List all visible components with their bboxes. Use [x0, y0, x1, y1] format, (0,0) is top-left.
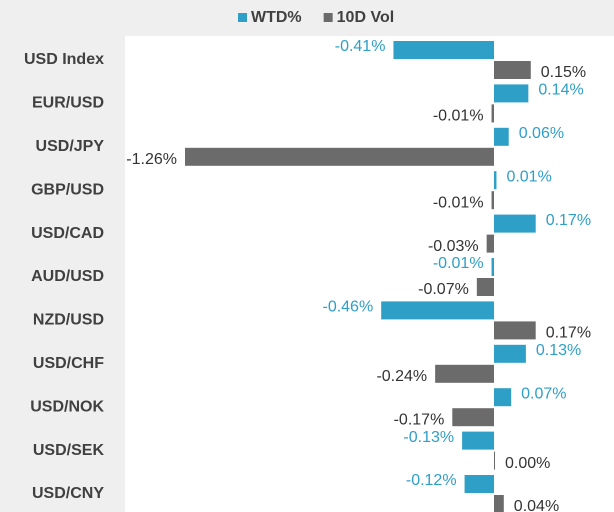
- value-label: -0.24%: [376, 368, 427, 385]
- value-label: -1.26%: [126, 151, 177, 168]
- value-label: -0.07%: [418, 281, 469, 298]
- bar: [452, 408, 494, 427]
- legend-label: 10D Vol: [337, 9, 395, 26]
- bar: [494, 451, 495, 470]
- legend-label: WTD%: [251, 9, 302, 26]
- value-label: -0.03%: [428, 238, 479, 255]
- value-label: 0.07%: [521, 385, 566, 402]
- bar: [494, 344, 526, 363]
- category-label: USD/CAD: [31, 225, 104, 242]
- bar: [462, 431, 494, 450]
- bar: [476, 278, 494, 296]
- bar: [486, 234, 494, 253]
- category-label: NZD/USD: [33, 312, 104, 329]
- category-label: AUD/USD: [31, 268, 104, 285]
- category-label: EUR/USD: [32, 95, 104, 112]
- bar: [494, 495, 504, 512]
- legend-swatch: [238, 13, 247, 22]
- bar: [491, 104, 494, 123]
- bar: [494, 214, 536, 233]
- category-label: USD Index: [24, 51, 104, 68]
- bar: [185, 147, 494, 166]
- category-label: USD/JPY: [36, 138, 105, 155]
- category-label: GBP/USD: [31, 181, 104, 198]
- bar: [381, 301, 494, 320]
- category-label: USD/SEK: [33, 442, 105, 459]
- value-label: -0.01%: [433, 255, 484, 272]
- value-label: 0.06%: [519, 125, 564, 142]
- bar: [491, 258, 494, 276]
- value-label: -0.13%: [403, 429, 454, 446]
- value-label: 0.14%: [538, 82, 583, 99]
- value-label: 0.04%: [514, 498, 559, 512]
- value-label: 0.15%: [541, 64, 586, 81]
- value-label: 0.17%: [546, 212, 591, 229]
- plot-area: [125, 36, 614, 512]
- value-label: 0.13%: [536, 342, 581, 359]
- bar: [494, 127, 509, 146]
- value-label: 0.00%: [505, 455, 550, 472]
- legend-swatch: [323, 13, 333, 22]
- value-label: -0.41%: [335, 38, 386, 55]
- value-label: -0.17%: [394, 411, 445, 428]
- bar: [494, 388, 512, 407]
- bar: [494, 171, 497, 190]
- category-label: USD/NOK: [30, 398, 104, 415]
- bar: [464, 475, 494, 493]
- category-label: USD/CHF: [33, 355, 104, 372]
- bar: [393, 41, 494, 59]
- bar: [494, 84, 529, 103]
- bar: [435, 364, 494, 383]
- value-label: -0.01%: [433, 194, 484, 211]
- category-label: USD/CNY: [32, 485, 104, 502]
- value-label: 0.01%: [506, 168, 551, 185]
- value-label: -0.12%: [406, 472, 457, 489]
- value-label: -0.01%: [433, 108, 484, 125]
- value-label: 0.17%: [546, 325, 591, 342]
- bar: [494, 321, 536, 340]
- value-label: -0.46%: [322, 299, 373, 316]
- bar: [491, 191, 494, 210]
- bar: [494, 61, 531, 79]
